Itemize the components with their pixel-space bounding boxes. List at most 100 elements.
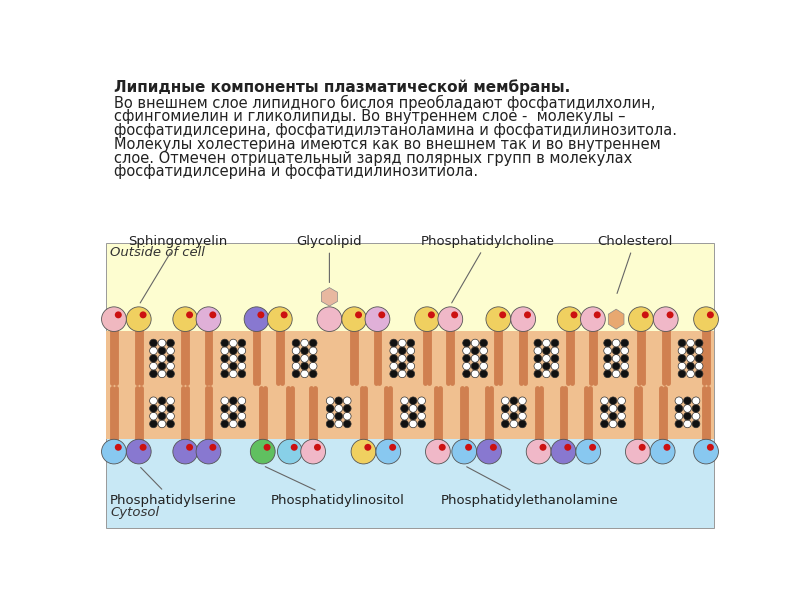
Circle shape	[238, 370, 246, 377]
Circle shape	[238, 412, 246, 420]
Circle shape	[166, 397, 174, 404]
Circle shape	[196, 439, 221, 464]
Circle shape	[389, 444, 396, 451]
Circle shape	[604, 339, 611, 347]
Circle shape	[675, 404, 683, 412]
Circle shape	[238, 355, 246, 362]
Circle shape	[343, 397, 351, 404]
Circle shape	[480, 362, 487, 370]
Circle shape	[343, 420, 351, 428]
Circle shape	[601, 412, 609, 420]
Circle shape	[686, 355, 694, 362]
Circle shape	[398, 347, 406, 355]
Circle shape	[401, 420, 409, 428]
Circle shape	[692, 397, 700, 404]
Circle shape	[499, 311, 506, 319]
Circle shape	[542, 370, 550, 377]
Circle shape	[542, 339, 550, 347]
Circle shape	[683, 397, 691, 404]
Circle shape	[186, 311, 193, 319]
Circle shape	[518, 420, 526, 428]
Circle shape	[542, 362, 550, 370]
Circle shape	[618, 412, 626, 420]
Circle shape	[526, 439, 551, 464]
Text: Cholesterol: Cholesterol	[597, 235, 673, 293]
Circle shape	[609, 404, 617, 412]
Circle shape	[626, 439, 650, 464]
Circle shape	[264, 444, 270, 451]
Circle shape	[414, 307, 439, 331]
Circle shape	[407, 355, 414, 362]
Circle shape	[238, 362, 246, 370]
Text: Молекулы холестерина имеются как во внешнем так и во внутреннем: Молекулы холестерина имеются как во внеш…	[114, 137, 661, 152]
Circle shape	[695, 347, 703, 355]
Circle shape	[438, 444, 446, 451]
Circle shape	[166, 412, 174, 420]
Circle shape	[186, 444, 193, 451]
Circle shape	[480, 347, 487, 355]
Circle shape	[518, 412, 526, 420]
Circle shape	[150, 347, 158, 355]
Circle shape	[196, 307, 221, 331]
Circle shape	[410, 420, 417, 428]
Circle shape	[401, 397, 409, 404]
Circle shape	[683, 404, 691, 412]
Circle shape	[418, 420, 426, 428]
Polygon shape	[608, 309, 624, 329]
Circle shape	[238, 339, 246, 347]
Circle shape	[695, 362, 703, 370]
Circle shape	[230, 362, 237, 370]
Circle shape	[210, 311, 216, 319]
Circle shape	[551, 370, 558, 377]
Circle shape	[629, 307, 654, 331]
Circle shape	[230, 355, 237, 362]
Circle shape	[642, 311, 649, 319]
Circle shape	[609, 420, 617, 428]
Circle shape	[692, 420, 700, 428]
Circle shape	[621, 339, 629, 347]
Text: Phosphatidylcholine: Phosphatidylcholine	[421, 235, 554, 303]
Circle shape	[390, 362, 398, 370]
Circle shape	[621, 362, 629, 370]
Circle shape	[310, 347, 317, 355]
Circle shape	[618, 420, 626, 428]
Circle shape	[410, 404, 417, 412]
Circle shape	[221, 397, 229, 404]
Circle shape	[692, 404, 700, 412]
Circle shape	[686, 362, 694, 370]
Circle shape	[140, 311, 146, 319]
Circle shape	[480, 370, 487, 377]
Circle shape	[301, 439, 326, 464]
Circle shape	[301, 347, 309, 355]
Circle shape	[438, 307, 462, 331]
Circle shape	[150, 420, 158, 428]
Circle shape	[686, 347, 694, 355]
Circle shape	[551, 339, 558, 347]
Circle shape	[342, 307, 366, 331]
Circle shape	[326, 404, 334, 412]
Circle shape	[230, 420, 237, 428]
Circle shape	[401, 404, 409, 412]
Circle shape	[695, 339, 703, 347]
Text: Phosphatidylinositol: Phosphatidylinositol	[266, 467, 404, 507]
Circle shape	[115, 444, 122, 451]
Circle shape	[621, 370, 629, 377]
Circle shape	[510, 404, 518, 412]
Circle shape	[230, 370, 237, 377]
Circle shape	[292, 339, 300, 347]
Circle shape	[166, 370, 174, 377]
Circle shape	[534, 362, 542, 370]
Circle shape	[678, 347, 686, 355]
Circle shape	[471, 355, 479, 362]
Circle shape	[173, 439, 198, 464]
Circle shape	[221, 420, 229, 428]
Circle shape	[428, 311, 435, 319]
Circle shape	[343, 404, 351, 412]
Circle shape	[465, 444, 472, 451]
Circle shape	[158, 404, 166, 412]
Circle shape	[221, 370, 229, 377]
Circle shape	[692, 412, 700, 420]
Circle shape	[335, 412, 342, 420]
Circle shape	[462, 347, 470, 355]
Circle shape	[675, 397, 683, 404]
